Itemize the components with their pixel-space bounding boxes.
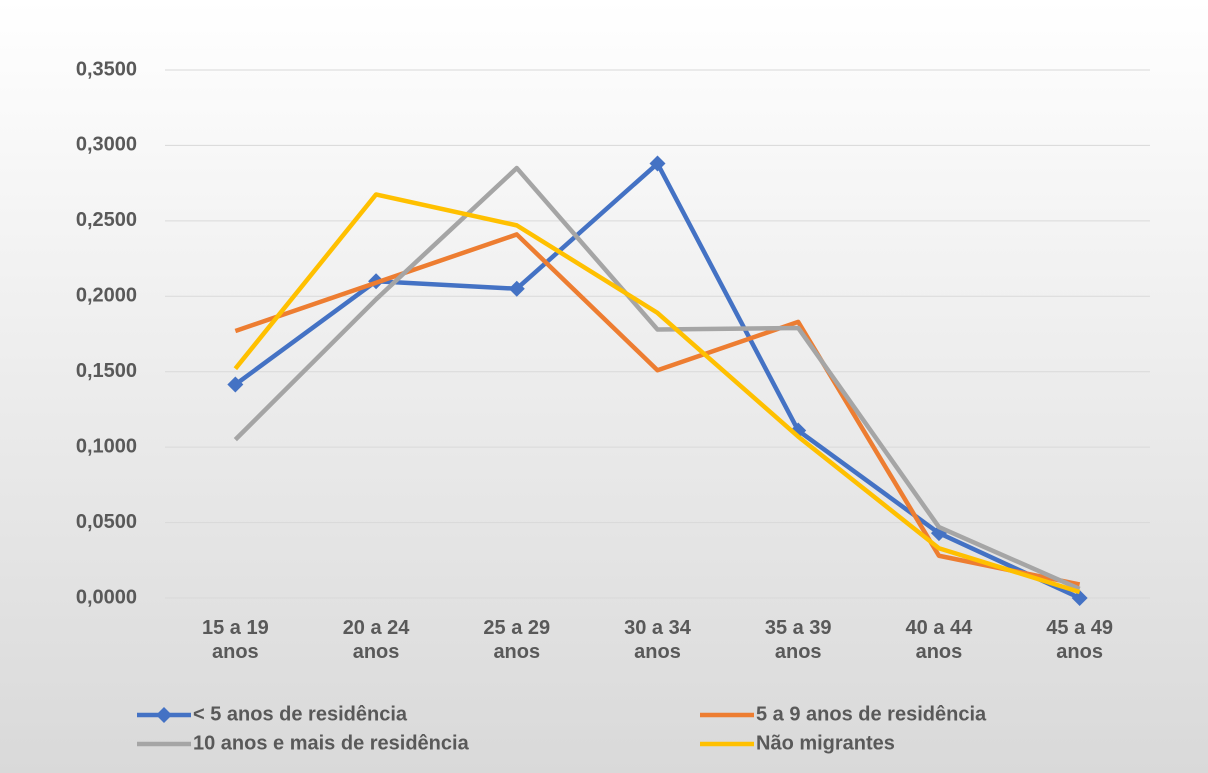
x-tick-label: 35 a 39 anos — [764, 617, 832, 663]
data-point — [649, 155, 666, 172]
series-line — [233, 192, 1081, 595]
x-tick-label: 15 a 19 anos — [201, 617, 269, 663]
series-line — [233, 165, 1081, 592]
data-point — [508, 280, 525, 297]
y-tick-label: 0,3000 — [76, 134, 137, 156]
legend-label: 5 a 9 anos de residência — [756, 703, 987, 725]
y-tick-label: 0,1000 — [76, 435, 137, 457]
legend-label: Não migrantes — [756, 732, 895, 754]
x-tick-label: 40 a 44 anos — [905, 617, 973, 663]
legend-label: 10 anos e mais de residência — [193, 732, 470, 754]
y-tick-label: 0,1500 — [76, 360, 137, 382]
legend-marker — [156, 707, 172, 723]
x-tick-label: 45 a 49 anos — [1046, 617, 1113, 663]
y-tick-label: 0,2000 — [76, 285, 137, 307]
y-tick-label: 0,0000 — [76, 586, 137, 608]
x-tick-label: 30 a 34 anos — [624, 617, 691, 663]
y-tick-label: 0,0500 — [76, 511, 137, 533]
x-tick-label: 25 a 29 anos — [483, 617, 551, 663]
x-tick-label: 20 a 24 anos — [342, 617, 410, 663]
data-point — [1071, 590, 1088, 606]
y-tick-label: 0,3500 — [76, 58, 137, 80]
y-tick-label: 0,2500 — [76, 209, 137, 231]
data-point — [227, 376, 244, 393]
legend-label: < 5 anos de residência — [193, 703, 408, 725]
series-line — [234, 232, 1081, 587]
